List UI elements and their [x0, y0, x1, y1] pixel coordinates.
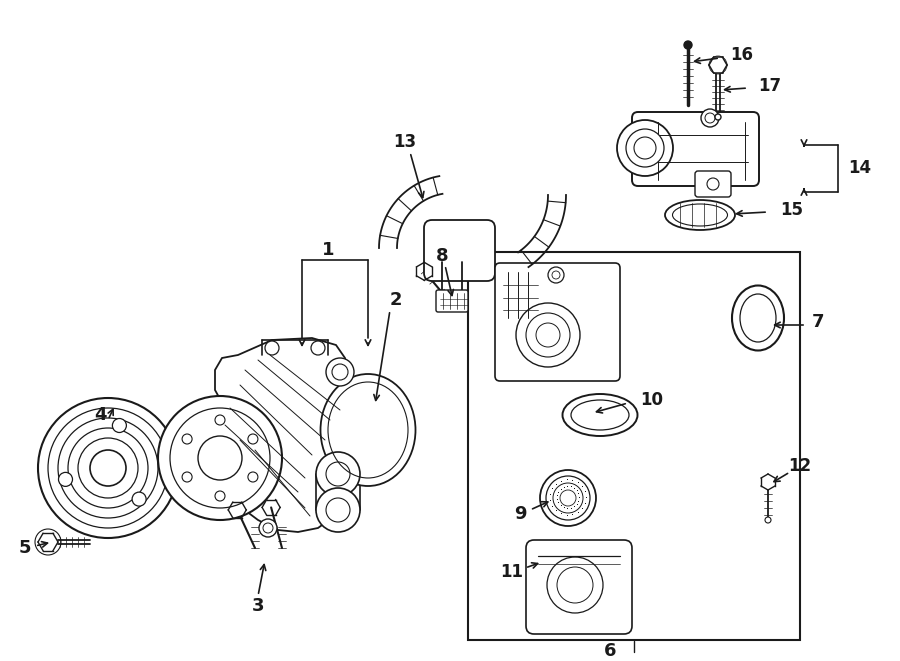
Circle shape	[701, 109, 719, 127]
Circle shape	[715, 114, 721, 120]
Circle shape	[182, 434, 192, 444]
Circle shape	[259, 519, 277, 537]
Text: 9: 9	[514, 505, 526, 523]
FancyBboxPatch shape	[424, 220, 495, 281]
FancyBboxPatch shape	[695, 171, 731, 197]
Ellipse shape	[732, 286, 784, 350]
Circle shape	[215, 415, 225, 425]
Text: 8: 8	[436, 247, 448, 265]
Circle shape	[617, 120, 673, 176]
Circle shape	[326, 358, 354, 386]
Circle shape	[547, 557, 603, 613]
Text: 16: 16	[730, 46, 753, 64]
Ellipse shape	[320, 374, 416, 486]
Circle shape	[38, 398, 178, 538]
Text: 11: 11	[500, 563, 524, 581]
Text: 3: 3	[252, 597, 265, 615]
Circle shape	[112, 418, 126, 432]
Circle shape	[684, 41, 692, 49]
Circle shape	[548, 267, 564, 283]
Text: 7: 7	[812, 313, 824, 331]
Circle shape	[316, 488, 360, 532]
Text: 2: 2	[390, 291, 402, 309]
Ellipse shape	[665, 200, 735, 230]
Circle shape	[765, 517, 771, 523]
Circle shape	[132, 492, 146, 506]
Circle shape	[316, 452, 360, 496]
Text: 4: 4	[94, 406, 106, 424]
Text: 15: 15	[780, 201, 803, 219]
Text: 13: 13	[393, 133, 417, 151]
FancyBboxPatch shape	[632, 112, 759, 186]
Circle shape	[248, 434, 258, 444]
Text: 17: 17	[758, 77, 781, 95]
Ellipse shape	[562, 394, 637, 436]
Text: 10: 10	[640, 391, 663, 409]
Circle shape	[526, 313, 570, 357]
Circle shape	[90, 450, 126, 486]
Bar	[468, 252, 800, 640]
FancyBboxPatch shape	[436, 290, 468, 312]
Circle shape	[158, 396, 282, 520]
Circle shape	[182, 472, 192, 482]
Circle shape	[626, 129, 664, 167]
Circle shape	[516, 303, 580, 367]
Circle shape	[265, 341, 279, 355]
Circle shape	[311, 341, 325, 355]
Circle shape	[215, 491, 225, 501]
Text: 1: 1	[322, 241, 334, 259]
Circle shape	[540, 470, 596, 526]
Text: 5: 5	[19, 539, 32, 557]
Circle shape	[248, 472, 258, 482]
Polygon shape	[210, 338, 355, 532]
Text: 12: 12	[788, 457, 812, 475]
Text: 14: 14	[848, 159, 871, 177]
FancyBboxPatch shape	[495, 263, 620, 381]
Text: 6: 6	[604, 642, 617, 660]
Circle shape	[707, 178, 719, 190]
Circle shape	[198, 436, 242, 480]
Circle shape	[58, 473, 73, 486]
FancyBboxPatch shape	[526, 540, 632, 634]
